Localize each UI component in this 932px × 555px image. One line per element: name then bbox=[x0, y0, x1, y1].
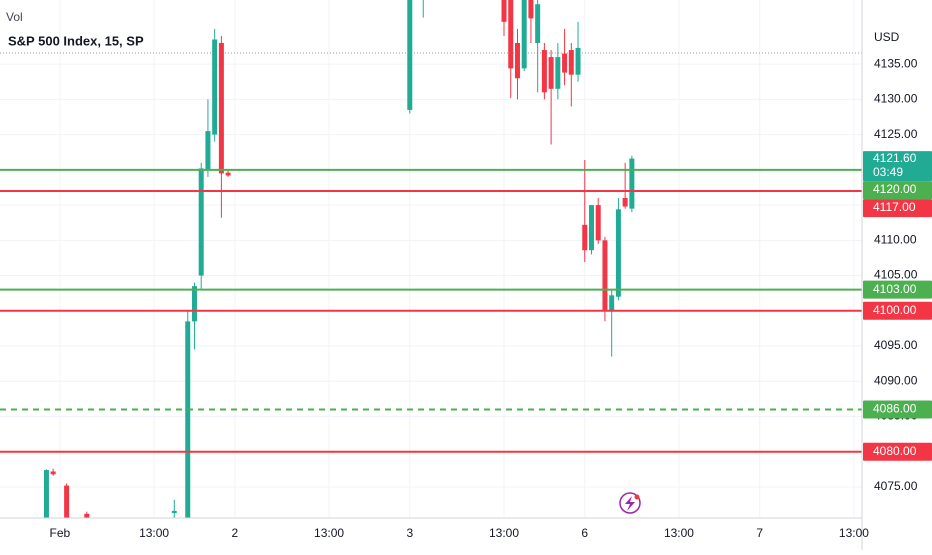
candle-body bbox=[609, 295, 615, 311]
candle-body bbox=[528, 0, 534, 19]
price-tag-label: 4086.00 bbox=[873, 402, 917, 416]
candle-body bbox=[615, 209, 621, 297]
candle-body bbox=[218, 42, 224, 174]
candle-body bbox=[622, 198, 628, 207]
candle-body bbox=[185, 321, 191, 518]
candle-body bbox=[555, 57, 561, 89]
price-tag-label: 4117.00 bbox=[873, 200, 916, 214]
candle-body bbox=[225, 172, 231, 176]
y-tick-label: 4090.00 bbox=[874, 373, 918, 387]
candle-body bbox=[582, 224, 588, 251]
price-tag bbox=[863, 400, 932, 419]
y-tick-label: 4095.00 bbox=[874, 338, 918, 352]
x-tick-label: 13:00 bbox=[664, 526, 694, 540]
price-tag bbox=[863, 442, 932, 461]
chart-title: S&P 500 Index, 15, SP bbox=[8, 33, 144, 48]
y-tick-label: 4075.00 bbox=[874, 479, 918, 493]
candle-body bbox=[588, 205, 594, 251]
price-tag bbox=[863, 301, 932, 320]
candle-body bbox=[541, 50, 547, 93]
price-tag-label: 4120.00 bbox=[873, 182, 917, 196]
candle-body bbox=[501, 0, 507, 22]
x-tick-label: Feb bbox=[50, 526, 71, 540]
price-tag bbox=[863, 280, 932, 299]
price-tag bbox=[863, 199, 932, 218]
x-tick-label: 7 bbox=[756, 526, 763, 540]
status-icon[interactable] bbox=[619, 492, 641, 514]
candle-body bbox=[602, 240, 608, 311]
volume-label: Vol bbox=[6, 10, 23, 24]
x-tick-label: 13:00 bbox=[839, 526, 869, 540]
candle-body bbox=[198, 168, 204, 276]
price-tag-label: 4080.00 bbox=[873, 444, 917, 458]
price-tag-label: 4103.00 bbox=[873, 282, 917, 296]
candle-body bbox=[84, 513, 90, 518]
y-tick-label: 4135.00 bbox=[874, 56, 918, 70]
candle-body bbox=[191, 286, 197, 322]
candle-body bbox=[548, 57, 554, 89]
price-tag bbox=[863, 151, 932, 182]
candle-body bbox=[521, 0, 527, 69]
price-tag-label: 4100.00 bbox=[873, 303, 917, 317]
x-tick-label: 6 bbox=[581, 526, 588, 540]
currency-label: USD bbox=[874, 30, 900, 44]
x-tick-label: 13:00 bbox=[489, 526, 519, 540]
x-tick-label: 3 bbox=[406, 526, 413, 540]
plot bbox=[0, 0, 862, 518]
candle-body bbox=[50, 471, 56, 475]
x-tick-label: 13:00 bbox=[314, 526, 344, 540]
candle-body bbox=[535, 4, 541, 43]
y-tick-label: 4125.00 bbox=[874, 127, 918, 141]
candle-body bbox=[205, 131, 211, 170]
y-tick-label: 4130.00 bbox=[874, 92, 918, 106]
candle-body bbox=[575, 47, 581, 75]
candle-body bbox=[171, 510, 177, 514]
x-tick-label: 2 bbox=[232, 526, 239, 540]
candle-body bbox=[64, 485, 70, 518]
candle-body bbox=[407, 0, 413, 110]
candle-body bbox=[508, 0, 514, 69]
y-tick-label: 4105.00 bbox=[874, 268, 918, 282]
candle-body bbox=[514, 42, 520, 79]
candle-body bbox=[629, 158, 635, 209]
candle-body bbox=[212, 39, 218, 135]
candle-body bbox=[43, 470, 49, 518]
price-tag bbox=[863, 181, 932, 200]
y-tick-label: 4110.00 bbox=[874, 232, 917, 246]
price-tag-label: 4121.60 bbox=[873, 151, 917, 165]
countdown-label: 03:49 bbox=[873, 165, 903, 179]
candle-body bbox=[568, 50, 574, 75]
candle-body bbox=[562, 53, 568, 73]
candle-body bbox=[595, 205, 601, 241]
x-tick-label: 13:00 bbox=[139, 526, 169, 540]
